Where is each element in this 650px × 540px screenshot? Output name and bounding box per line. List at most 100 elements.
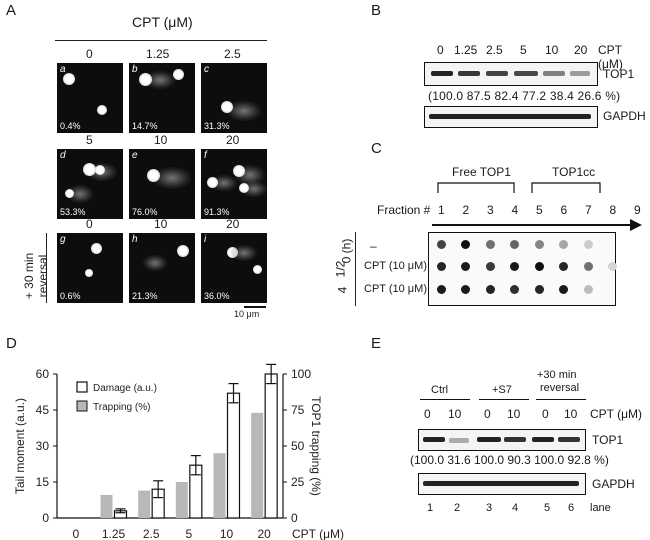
blot-dot [461, 239, 470, 249]
y-tick-label-left: 30 [36, 439, 50, 453]
panel-a-conc-r1-2: 2.5 [224, 47, 241, 61]
comet-percent: 14.7% [132, 121, 158, 131]
panel-e-top1-label: TOP1 [592, 433, 624, 447]
row-label-2: CPT (10 μM) [364, 283, 427, 295]
y-axis-title-left: Tail moment (a.u.) [13, 398, 27, 494]
time-unit: (h) [339, 238, 354, 254]
row-label-0: – [370, 239, 377, 253]
band [486, 71, 508, 76]
y-tick-label-right: 75 [291, 403, 305, 417]
comet-image-h: h 21.3% [129, 233, 195, 303]
band [431, 71, 453, 76]
bar-trapping [213, 453, 226, 518]
x-tick-label: 0 [72, 527, 79, 540]
group-line-ctrl [420, 399, 470, 400]
panel-a-conc-r2-2: 20 [226, 133, 240, 147]
comet-letter: a [60, 64, 66, 75]
comet-percent: 36.0% [204, 291, 230, 301]
fraction-number: 9 [634, 203, 641, 217]
fraction-number: 2 [462, 203, 470, 217]
blot-dot [485, 239, 495, 249]
fraction-number: 1 [438, 203, 445, 217]
comet-letter: c [204, 64, 209, 75]
comet-image-a: a 0.4% [57, 63, 123, 133]
panel-e-conc-0: 0 [424, 407, 431, 421]
panel-b-conc-1: 1.25 [454, 43, 478, 57]
legend-swatch-damage [76, 381, 88, 393]
blot-dot [559, 239, 568, 249]
y-tick-label-left: 45 [36, 403, 50, 417]
scale-bar-label: 10 μm [234, 309, 260, 319]
lane-5: 5 [544, 502, 551, 514]
bar-trapping [175, 482, 188, 518]
panel-a-conc-r3-0: 0 [86, 217, 93, 231]
panel-label-c: C [371, 140, 382, 157]
panel-a-header: CPT (μM) [132, 14, 193, 30]
comet-letter: b [132, 64, 138, 75]
band [514, 71, 538, 76]
panel-a-conc-r2-0: 5 [86, 133, 93, 147]
group-line-reversal [536, 399, 586, 400]
band [449, 438, 469, 443]
panel-c-brackets [437, 182, 601, 193]
panel-e-conc-4: 0 [542, 407, 549, 421]
panel-b-cpt-label: CPT (μM) [598, 43, 623, 71]
panel-label-d: D [6, 335, 17, 352]
panel-e-cpt-label: CPT (μM) [590, 407, 643, 421]
comet-image-e: e 76.0% [129, 149, 195, 219]
comet-percent: 0.4% [60, 121, 81, 131]
fraction-number: 7 [585, 203, 592, 217]
blot-dot [510, 261, 519, 271]
comet-percent: 91.3% [204, 207, 230, 217]
band [532, 437, 554, 442]
blot-dot [461, 261, 470, 271]
blot-dot [583, 261, 593, 271]
x-tick-label: 5 [185, 527, 192, 540]
lane-label: lane [590, 502, 611, 514]
band [429, 114, 591, 119]
group-ctrl: Ctrl [431, 384, 449, 396]
blot-dot [608, 261, 617, 271]
blot-dot [436, 239, 446, 249]
free-top1-label: Free TOP1 [452, 165, 511, 179]
comet-image-f: f 91.3% [201, 149, 267, 219]
fraction-number: 4 [511, 203, 519, 217]
panel-a-conc-r3-1: 10 [154, 217, 168, 231]
comet-letter: i [204, 234, 207, 245]
band [543, 71, 565, 76]
band [558, 437, 580, 442]
time-2: 4 [335, 286, 350, 294]
blot-dot [436, 261, 446, 271]
blot-dot [559, 261, 568, 271]
fraction-number: 3 [487, 203, 494, 217]
lane-4: 4 [512, 502, 519, 514]
blot-dot [510, 284, 519, 294]
group-reversal-line1: +30 min [537, 369, 577, 381]
panel-a-conc-r1-0: 0 [86, 47, 93, 61]
bar-trapping [100, 494, 113, 518]
blot-dot [534, 261, 544, 271]
comet-image-b: b 14.7% [129, 63, 195, 133]
y-tick-label-left: 15 [36, 475, 50, 489]
band [423, 481, 579, 486]
lane-2: 2 [454, 502, 461, 514]
group-s7: +S7 [492, 384, 512, 396]
comet-letter: f [204, 150, 207, 161]
panel-e-conc-3: 10 [507, 407, 521, 421]
x-tick-label: 20 [257, 527, 271, 540]
panel-a-conc-r3-2: 20 [226, 217, 240, 231]
top1cc-label: TOP1cc [552, 165, 596, 179]
panel-e-gapdh-blot [418, 473, 586, 495]
time-axis-line [355, 232, 356, 306]
blot-dot [559, 284, 568, 294]
reversal-label-line2: reversal [36, 254, 50, 298]
panel-b-conc-0: 0 [437, 43, 444, 57]
blot-dot [583, 284, 593, 294]
blot-dot [461, 284, 470, 294]
comet-percent: 53.3% [60, 207, 86, 217]
x-tick-label: 1.25 [102, 527, 126, 540]
panel-e-top1-blot [418, 429, 586, 451]
fraction-number: 8 [609, 203, 617, 217]
comet-percent: 31.3% [204, 121, 230, 131]
